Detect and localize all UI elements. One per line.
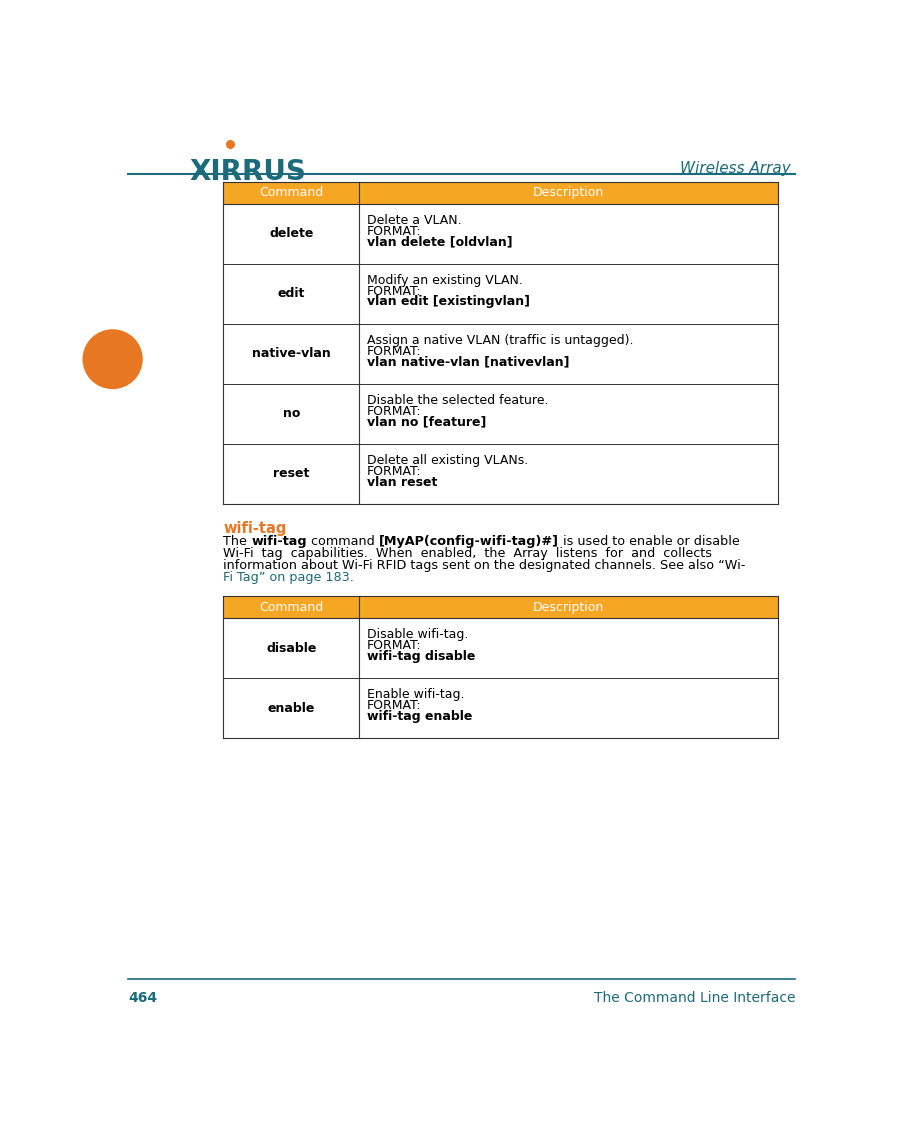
Text: is used to enable or disable: is used to enable or disable (559, 535, 740, 548)
Text: delete: delete (269, 228, 314, 240)
Text: FORMAT:: FORMAT: (367, 699, 422, 712)
Text: vlan edit [existingvlan]: vlan edit [existingvlan] (367, 296, 530, 308)
Text: The: The (223, 535, 251, 548)
Text: The Command Line Interface: The Command Line Interface (594, 991, 796, 1005)
Text: wifi-tag disable: wifi-tag disable (367, 649, 476, 663)
Text: edit: edit (278, 288, 305, 300)
Text: [MyAP(config-wifi-tag)#]: [MyAP(config-wifi-tag)#] (378, 535, 559, 548)
Bar (223, 384, 778, 444)
Text: FORMAT:: FORMAT: (367, 224, 422, 238)
Text: no: no (283, 408, 300, 420)
Text: Wi-Fi  tag  capabilities.  When  enabled,  the  Array  listens  for  and  collec: Wi-Fi tag capabilities. When enabled, th… (223, 547, 713, 560)
Text: wifi-tag: wifi-tag (251, 535, 307, 548)
Text: vlan delete [oldvlan]: vlan delete [oldvlan] (367, 236, 513, 248)
Text: enable: enable (268, 701, 315, 715)
Bar (223, 617, 778, 678)
Text: Disable wifi-tag.: Disable wifi-tag. (367, 628, 469, 641)
Text: Fi Tag” on page 183.: Fi Tag” on page 183. (223, 571, 354, 583)
Text: disable: disable (266, 641, 316, 655)
Bar (223, 182, 778, 204)
Text: Description: Description (532, 187, 604, 199)
Text: information about Wi-Fi RFID tags sent on the designated channels. See also “Wi-: information about Wi-Fi RFID tags sent o… (223, 559, 746, 572)
Text: Wireless Array: Wireless Array (680, 161, 791, 176)
Text: Assign a native VLAN (traffic is untagged).: Assign a native VLAN (traffic is untagge… (367, 334, 633, 347)
Bar (223, 678, 778, 738)
Text: FORMAT:: FORMAT: (367, 284, 422, 298)
Text: wifi-tag: wifi-tag (223, 521, 287, 536)
Text: Delete a VLAN.: Delete a VLAN. (367, 214, 461, 227)
Text: native-vlan: native-vlan (252, 348, 331, 360)
Text: XIRRUS: XIRRUS (190, 157, 306, 186)
Text: FORMAT:: FORMAT: (367, 404, 422, 418)
Bar (223, 204, 778, 264)
Text: Command: Command (259, 187, 323, 199)
Text: command: command (307, 535, 378, 548)
Text: Modify an existing VLAN.: Modify an existing VLAN. (367, 274, 523, 287)
Text: Disable the selected feature.: Disable the selected feature. (367, 394, 549, 407)
Bar (223, 444, 778, 504)
Bar (223, 264, 778, 324)
Text: vlan no [feature]: vlan no [feature] (367, 416, 487, 428)
Bar (223, 596, 778, 617)
Text: Delete all existing VLANs.: Delete all existing VLANs. (367, 454, 528, 467)
Text: Description: Description (532, 600, 604, 614)
Bar (223, 324, 778, 384)
Text: vlan reset: vlan reset (367, 476, 437, 488)
Text: wifi-tag enable: wifi-tag enable (367, 709, 472, 723)
Text: FORMAT:: FORMAT: (367, 344, 422, 358)
Text: FORMAT:: FORMAT: (367, 639, 422, 651)
Circle shape (83, 330, 142, 389)
Text: Command: Command (259, 600, 323, 614)
Text: reset: reset (273, 468, 310, 480)
Text: Enable wifi-tag.: Enable wifi-tag. (367, 688, 464, 701)
Text: 464: 464 (128, 991, 158, 1005)
Text: FORMAT:: FORMAT: (367, 465, 422, 478)
Text: vlan native-vlan [nativevlan]: vlan native-vlan [nativevlan] (367, 356, 569, 368)
